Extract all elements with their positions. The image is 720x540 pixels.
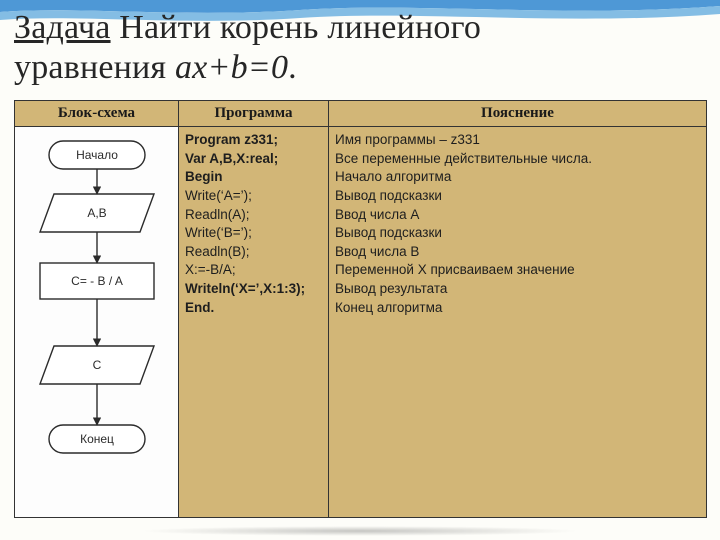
explain-line: Переменной X присваиваем значение bbox=[335, 261, 700, 280]
slide-title: Задача Найти корень линейного уравнения … bbox=[14, 8, 714, 88]
program-line: X:=-B/A; bbox=[185, 261, 322, 280]
explain-line: Вывод результата bbox=[335, 280, 700, 299]
program-line: Var A,B,X:real; bbox=[185, 150, 322, 169]
title-rest1: Найти корень линейного bbox=[111, 9, 482, 46]
th-explain: Пояснение bbox=[329, 101, 707, 127]
explain-line: Имя программы – z331 bbox=[335, 131, 700, 150]
program-line: Begin bbox=[185, 168, 322, 187]
slide-shadow bbox=[140, 526, 580, 536]
cell-flowchart: Начало A,B C= - B / A C Конец bbox=[15, 127, 179, 518]
flow-label-start: Начало bbox=[76, 148, 118, 162]
flow-label-io2: C bbox=[93, 358, 102, 372]
explain-line: Вывод подсказки bbox=[335, 187, 700, 206]
program-line: Writeln(‘X=’,X:1:3); bbox=[185, 280, 322, 299]
title-line2end: . bbox=[288, 49, 297, 86]
th-flowchart: Блок-схема bbox=[15, 101, 179, 127]
program-line: Readln(B); bbox=[185, 243, 322, 262]
explain-line: Все переменные действительные числа. bbox=[335, 150, 700, 169]
program-line: Write(‘B=’); bbox=[185, 224, 322, 243]
program-line: Program z331; bbox=[185, 131, 322, 150]
explain-line: Ввод числа B bbox=[335, 243, 700, 262]
program-line: End. bbox=[185, 299, 322, 318]
th-program: Программа bbox=[179, 101, 329, 127]
title-line2a: уравнения bbox=[14, 49, 175, 86]
explain-line: Конец алгоритма bbox=[335, 299, 700, 318]
content-table-wrap: Блок-схема Программа Пояснение Начало A,B… bbox=[14, 100, 706, 518]
explain-line: Вывод подсказки bbox=[335, 224, 700, 243]
title-underlined: Задача bbox=[14, 9, 111, 46]
explain-line: Начало алгоритма bbox=[335, 168, 700, 187]
cell-explain: Имя программы – z331Все переменные дейст… bbox=[329, 127, 707, 518]
cell-program: Program z331;Var A,B,X:real;BeginWrite(‘… bbox=[179, 127, 329, 518]
flow-label-proc: C= - B / A bbox=[71, 274, 123, 288]
title-equation: ax+b=0 bbox=[175, 49, 288, 86]
flow-label-end: Конец bbox=[80, 432, 114, 446]
flow-label-io1: A,B bbox=[87, 206, 106, 220]
flowchart-svg: Начало A,B C= - B / A C Конец bbox=[15, 127, 179, 517]
program-line: Write(‘A=’); bbox=[185, 187, 322, 206]
content-table: Блок-схема Программа Пояснение Начало A,B… bbox=[14, 100, 707, 518]
explain-line: Ввод числа A bbox=[335, 206, 700, 225]
program-line: Readln(A); bbox=[185, 206, 322, 225]
